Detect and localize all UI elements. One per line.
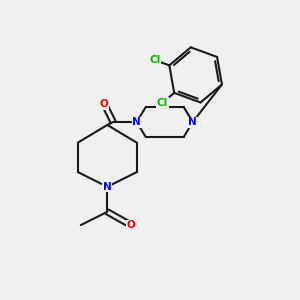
Text: N: N bbox=[188, 117, 197, 127]
Text: O: O bbox=[100, 99, 109, 110]
Text: Cl: Cl bbox=[149, 55, 161, 65]
Text: N: N bbox=[103, 182, 112, 192]
Text: N: N bbox=[132, 117, 141, 127]
Text: O: O bbox=[127, 220, 135, 230]
Text: Cl: Cl bbox=[157, 98, 168, 108]
